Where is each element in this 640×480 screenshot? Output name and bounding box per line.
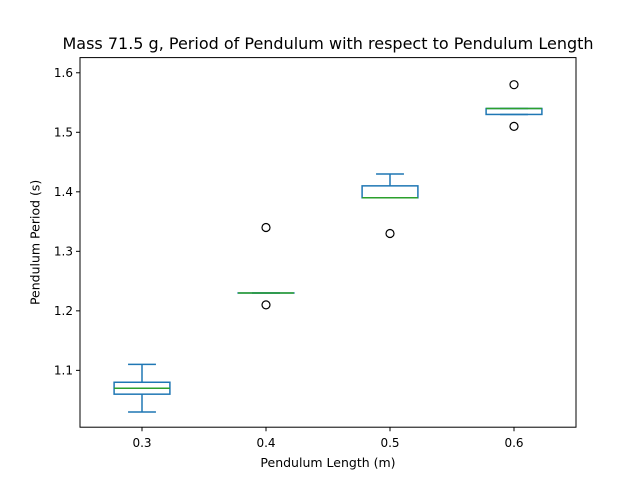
box-0-4 xyxy=(237,222,295,310)
outlier-point xyxy=(509,121,519,131)
plot-area xyxy=(113,80,543,413)
axes-frame xyxy=(79,57,577,428)
outlier-point xyxy=(261,222,271,233)
y-tick-label: 1.3 xyxy=(54,245,73,259)
y-tick-label: 1.6 xyxy=(54,66,73,80)
outlier-point xyxy=(385,228,395,239)
box-0-6 xyxy=(485,80,543,131)
x-tick-label: 0.3 xyxy=(132,436,151,450)
y-axis-label: Pendulum Period (s) xyxy=(28,180,43,305)
box-body xyxy=(485,107,543,116)
outlier-point xyxy=(261,300,271,310)
x-tick-label: 0.4 xyxy=(256,436,275,450)
x-tick-label: 0.5 xyxy=(380,436,399,450)
chart-title: Mass 71.5 g, Period of Pendulum with res… xyxy=(62,34,593,53)
y-tick-label: 1.4 xyxy=(54,185,73,199)
x-tick-label: 0.6 xyxy=(504,436,523,450)
y-tick-label: 1.5 xyxy=(54,125,73,139)
box-0-5 xyxy=(361,173,419,239)
box-body xyxy=(361,185,419,199)
y-axis-ticks: 1.1 1.2 1.3 1.4 1.5 1.6 xyxy=(54,66,80,378)
x-axis-label: Pendulum Length (m) xyxy=(260,455,395,470)
outlier-point xyxy=(509,80,519,90)
y-tick-label: 1.2 xyxy=(54,304,73,318)
box-0-3 xyxy=(113,363,171,413)
x-axis-ticks: 0.3 0.4 0.5 0.6 xyxy=(132,427,524,450)
y-tick-label: 1.1 xyxy=(54,364,73,378)
